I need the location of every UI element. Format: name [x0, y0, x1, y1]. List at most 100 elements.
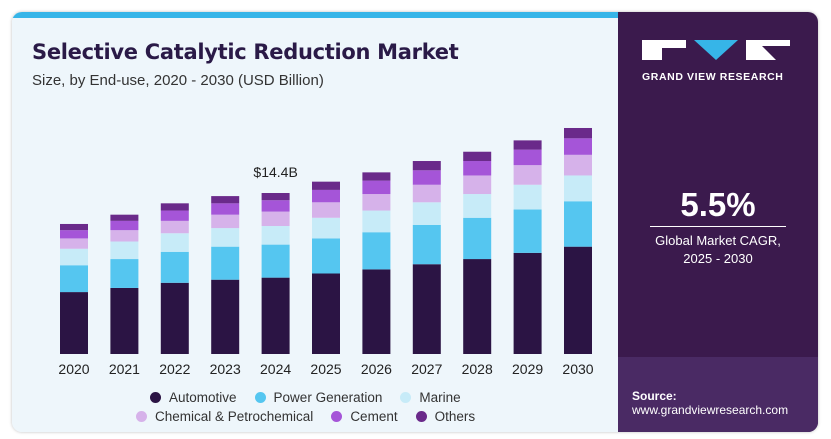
data-label-2024: $14.4B: [253, 164, 297, 180]
bar-segment-power-generation-2028: [463, 217, 492, 260]
legend-item-power-generation: Power Generation: [254, 390, 383, 405]
bar-segment-cement-2027: [412, 170, 441, 185]
bar-segment-power-generation-2021: [110, 259, 139, 288]
legend-label: Others: [434, 409, 476, 424]
cagr-label-line1: Global Market CAGR,: [655, 233, 781, 248]
legend-item-chemical-petrochemical: Chemical & Petrochemical: [136, 409, 313, 424]
bar-segment-chemical-petrochemical-2029: [513, 165, 542, 185]
bar-segment-automotive-2026: [362, 269, 391, 354]
bar-segment-automotive-2028: [463, 259, 492, 354]
bar-segment-cement-2029: [513, 149, 542, 166]
bar-segment-cement-2021: [110, 220, 139, 231]
stacked-bar-chart: 2020 2021 2022 2023 2024 $14.4B 2025 2026 2027 20…: [58, 127, 594, 377]
legend-label: Marine: [419, 390, 461, 405]
source-label: Source:: [632, 389, 677, 403]
legend-swatch: [400, 392, 412, 403]
bar-segment-automotive-2025: [312, 273, 340, 354]
legend-item-automotive: Automotive: [150, 390, 237, 405]
bar-segment-others-2020: [60, 223, 88, 231]
cagr-value: 5.5%: [680, 186, 756, 223]
bar-segment-chemical-petrochemical-2023: [211, 214, 240, 229]
legend-label: Cement: [350, 409, 398, 424]
legend-row-1: Automotive Power Generation Marine: [150, 390, 479, 405]
chart-subtitle: Size, by End-use, 2020 - 2030 (USD Billi…: [32, 72, 324, 89]
legend-swatch: [331, 411, 343, 422]
x-tick-label-2023: 2023: [210, 361, 241, 377]
bar-segment-marine-2025: [312, 217, 340, 239]
bar-segment-chemical-petrochemical-2022: [160, 220, 189, 234]
chart-title: Selective Catalytic Reduction Market: [32, 40, 459, 64]
bar-segment-marine-2030: [564, 175, 592, 202]
bar-segment-marine-2027: [412, 202, 441, 225]
bar-segment-cement-2026: [362, 180, 391, 195]
bar-segment-marine-2020: [60, 248, 88, 266]
infographic-card: Selective Catalytic Reduction Market Siz…: [12, 12, 818, 432]
bar-segment-chemical-petrochemical-2027: [412, 184, 441, 203]
bar-segment-automotive-2022: [160, 282, 189, 354]
bar-segment-automotive-2030: [564, 246, 592, 354]
chart-panel: Selective Catalytic Reduction Market Siz…: [12, 18, 618, 432]
bar-segment-power-generation-2022: [160, 251, 189, 283]
chart-legend: Automotive Power Generation Marine Chemica…: [12, 386, 618, 430]
bar-segment-automotive-2029: [513, 252, 542, 354]
bar-segment-cement-2028: [463, 161, 492, 176]
bar-segment-others-2025: [312, 181, 340, 190]
bar-segment-others-2024: [261, 193, 290, 201]
source-url[interactable]: www.grandviewresearch.com: [632, 403, 789, 417]
bar-segment-cement-2030: [564, 138, 592, 155]
bar-segment-power-generation-2030: [564, 201, 592, 247]
bar-segment-marine-2021: [110, 241, 139, 260]
bar-segment-automotive-2027: [412, 264, 441, 354]
bar-segment-power-generation-2020: [60, 265, 88, 293]
legend-swatch: [254, 392, 266, 403]
bar-segment-others-2030: [564, 127, 592, 139]
x-tick-label-2022: 2022: [159, 361, 190, 377]
bar-segment-cement-2020: [60, 230, 88, 239]
x-tick-label-2028: 2028: [462, 361, 493, 377]
bar-segment-marine-2024: [261, 226, 290, 245]
bar-segment-automotive-2020: [60, 292, 88, 354]
bar-segment-power-generation-2023: [211, 246, 240, 280]
bar-segment-marine-2023: [211, 228, 240, 247]
bar-segment-power-generation-2029: [513, 209, 542, 253]
bar-segment-automotive-2023: [211, 279, 240, 354]
bar-segment-chemical-petrochemical-2024: [261, 211, 290, 227]
bar-segment-marine-2022: [160, 233, 189, 252]
bar-segment-others-2029: [513, 140, 542, 150]
source-box: Source: www.grandviewresearch.com: [618, 357, 818, 432]
cagr-label: Global Market CAGR, 2025 - 2030: [618, 232, 818, 268]
bar-segment-cement-2023: [211, 203, 240, 215]
bar-segment-others-2027: [412, 161, 441, 171]
x-tick-label-2024: 2024: [260, 361, 291, 377]
bar-segment-chemical-petrochemical-2026: [362, 194, 391, 211]
sidebar: GRAND VIEW RESEARCH 5.5% Global Market C…: [618, 12, 818, 432]
legend-row-2: Chemical & Petrochemical Cement Others: [136, 409, 493, 424]
bar-segment-others-2021: [110, 214, 139, 221]
legend-swatch: [415, 411, 427, 422]
bar-segment-chemical-petrochemical-2030: [564, 154, 592, 176]
bar-segment-marine-2029: [513, 184, 542, 210]
bar-segment-chemical-petrochemical-2020: [60, 238, 88, 249]
legend-label: Chemical & Petrochemical: [155, 409, 314, 424]
bar-segment-cement-2022: [160, 210, 189, 221]
x-tick-label-2027: 2027: [411, 361, 442, 377]
bar-segment-automotive-2021: [110, 287, 139, 354]
legend-swatch: [136, 411, 147, 422]
x-tick-label-2029: 2029: [512, 361, 543, 377]
x-tick-label-2025: 2025: [310, 361, 341, 377]
x-tick-label-2021: 2021: [109, 361, 140, 377]
legend-swatch: [150, 392, 161, 403]
bar-segment-marine-2026: [362, 210, 391, 233]
bar-segment-power-generation-2024: [261, 244, 290, 278]
x-tick-label-2030: 2030: [562, 361, 593, 377]
legend-label: Power Generation: [273, 390, 383, 405]
bar-segment-marine-2028: [463, 194, 492, 218]
bar-segment-chemical-petrochemical-2025: [312, 202, 340, 218]
brand-name: GRAND VIEW RESEARCH: [642, 71, 784, 83]
bar-segment-power-generation-2027: [412, 225, 441, 265]
bar-segment-others-2028: [463, 151, 492, 162]
cagr-label-line2: 2025 - 2030: [683, 251, 753, 266]
bar-segment-power-generation-2026: [362, 232, 391, 270]
grand-view-research-logo: [642, 40, 790, 60]
bar-segment-others-2023: [211, 196, 240, 204]
